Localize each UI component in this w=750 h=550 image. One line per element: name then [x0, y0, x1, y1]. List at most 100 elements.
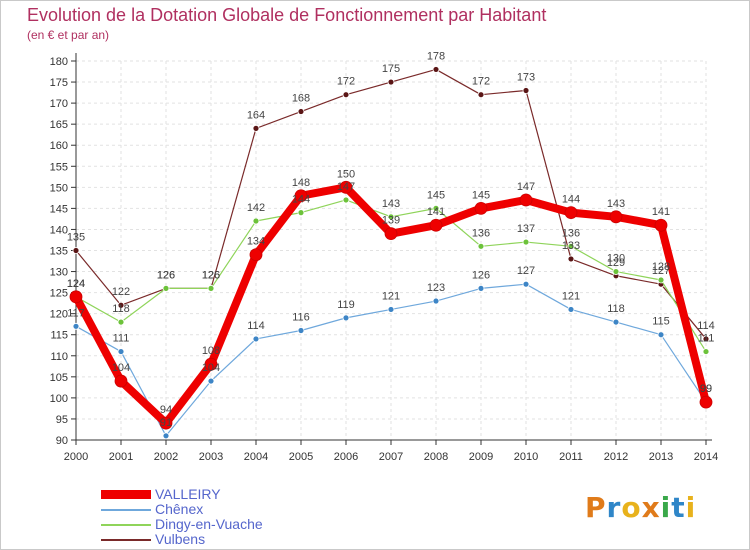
data-label-vulbens: 126 [202, 269, 220, 281]
data-label-dingy-en-vuache: 126 [157, 269, 175, 281]
data-label-dingy-en-vuache: 147 [337, 181, 355, 193]
data-point-ch-nex [387, 306, 395, 313]
data-label-vulbens: 126 [157, 269, 175, 281]
data-point-valleiry [204, 357, 218, 371]
data-label-vulbens: 164 [247, 109, 265, 121]
x-tick-label: 2004 [244, 451, 268, 463]
y-tick-label: 115 [50, 330, 68, 342]
legend-label-chenex: Chênex [155, 501, 204, 517]
data-label-ch-nex: 114 [247, 320, 265, 332]
data-point-valleiry [564, 206, 578, 220]
data-point-ch-nex [432, 297, 440, 305]
data-point-vulbens [72, 247, 80, 254]
data-point-ch-nex [567, 306, 575, 313]
y-tick-label: 160 [50, 140, 68, 152]
logo-letter: r [606, 491, 622, 524]
data-label-dingy-en-vuache: 145 [427, 189, 445, 201]
data-point-vulbens [567, 255, 575, 263]
logo-letter: P [585, 491, 607, 524]
y-tick-label: 165 [50, 119, 68, 131]
data-point-vulbens [252, 124, 260, 132]
logo-letter: x [641, 491, 661, 524]
chart-subtitle: (en € et par an) [27, 28, 110, 42]
data-label-vulbens: 135 [67, 232, 85, 244]
data-label-dingy-en-vuache: 143 [382, 198, 400, 210]
legend-swatch-dingy [101, 524, 151, 526]
logo-letter: t [671, 491, 686, 524]
data-point-ch-nex [252, 335, 260, 343]
data-point-vulbens [522, 87, 530, 94]
data-point-valleiry [339, 180, 353, 194]
data-point-valleiry [519, 193, 533, 207]
data-point-valleiry [474, 201, 488, 215]
data-point-valleiry [114, 374, 128, 388]
data-label-vulbens: 129 [607, 257, 625, 269]
y-tick-label: 175 [50, 77, 68, 89]
data-label-dingy-en-vuache: 136 [562, 227, 580, 239]
data-label-valleiry: 143 [607, 198, 625, 210]
data-label-dingy-en-vuache: 126 [202, 269, 220, 281]
x-tick-label: 2006 [334, 451, 358, 463]
data-label-vulbens: 127 [652, 265, 670, 277]
y-tick-label: 110 [50, 351, 68, 363]
data-point-vulbens [297, 108, 305, 115]
data-point-dingy-en-vuache [702, 348, 710, 355]
data-point-ch-nex [612, 318, 620, 326]
proxiti-logo: Proxiti [585, 491, 696, 524]
data-label-vulbens: 133 [562, 240, 580, 252]
data-label-ch-nex: 127 [517, 265, 535, 277]
legend-label-dingy: Dingy-en-Vuache [155, 516, 263, 532]
data-label-ch-nex: 116 [292, 312, 310, 324]
data-label-valleiry: 147 [517, 181, 535, 193]
data-label-valleiry: 94 [160, 404, 172, 416]
data-point-ch-nex [477, 284, 485, 292]
data-label-dingy-en-vuache: 124 [67, 278, 85, 290]
data-label-vulbens: 173 [517, 71, 535, 83]
data-label-vulbens: 172 [337, 76, 355, 88]
y-tick-label: 140 [50, 224, 68, 236]
data-label-ch-nex: 111 [113, 333, 130, 345]
data-point-valleiry [69, 290, 83, 304]
data-point-dingy-en-vuache [567, 242, 575, 250]
y-tick-label: 100 [50, 393, 68, 405]
y-tick-label: 180 [50, 56, 68, 68]
x-tick-label: 2001 [109, 451, 133, 463]
data-label-valleiry: 145 [472, 189, 490, 201]
data-point-valleiry [159, 416, 173, 430]
y-tick-label: 90 [56, 435, 68, 447]
data-point-ch-nex [657, 331, 665, 339]
data-point-valleiry [384, 227, 398, 241]
x-tick-label: 2010 [514, 451, 538, 463]
y-tick-label: 155 [50, 161, 68, 173]
data-label-ch-nex: 121 [382, 290, 400, 302]
y-tick-label: 150 [50, 182, 68, 194]
data-label-ch-nex: 115 [652, 316, 670, 328]
data-label-dingy-en-vuache: 111 [698, 333, 715, 345]
data-point-valleiry [699, 395, 713, 409]
data-label-vulbens: 178 [427, 50, 445, 62]
data-point-dingy-en-vuache [342, 196, 350, 204]
data-point-dingy-en-vuache [297, 209, 305, 217]
data-label-vulbens: 175 [382, 63, 400, 75]
x-tick-label: 2007 [379, 451, 403, 463]
x-tick-label: 2013 [649, 451, 673, 463]
legend-swatch-vulbens [101, 539, 151, 541]
data-label-valleiry: 108 [202, 345, 220, 357]
data-point-vulbens [702, 335, 710, 343]
data-label-valleiry: 150 [337, 168, 355, 180]
data-label-ch-nex: 99 [700, 383, 712, 395]
logo-letter: o [621, 491, 642, 524]
data-label-dingy-en-vuache: 137 [517, 223, 535, 235]
data-point-valleiry [294, 189, 308, 203]
data-point-vulbens [117, 301, 125, 309]
data-point-ch-nex [117, 348, 125, 355]
data-label-valleiry: 104 [112, 362, 130, 374]
data-point-valleiry [249, 248, 263, 262]
data-point-dingy-en-vuache [657, 276, 665, 284]
data-label-valleiry: 99 [700, 383, 712, 395]
x-tick-label: 2002 [154, 451, 178, 463]
y-tick-label: 170 [50, 98, 68, 110]
data-label-valleiry: 141 [427, 206, 445, 218]
data-label-ch-nex: 123 [427, 282, 445, 294]
